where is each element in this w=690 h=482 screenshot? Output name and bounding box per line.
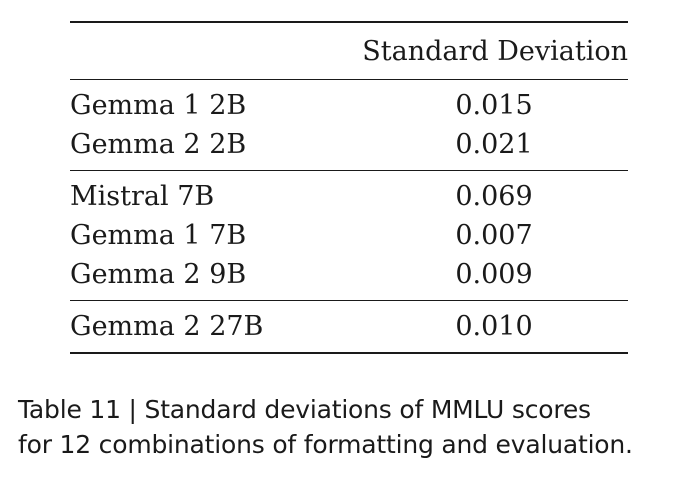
model-name-cell: Mistral 7B <box>70 181 215 212</box>
bottom-rule <box>70 352 628 354</box>
model-name-cell: Gemma 2 9B <box>70 259 247 290</box>
model-name-cell: Gemma 2 2B <box>70 129 247 160</box>
caption-line-1: Table 11 | Standard deviations of MMLU s… <box>18 395 591 424</box>
std-dev-value-cell: 0.007 <box>455 220 533 251</box>
table-row: Gemma 2 27B 0.010 <box>70 307 628 346</box>
top-rule <box>70 21 628 23</box>
table-header-row: Standard Deviation <box>70 23 628 79</box>
model-name-cell: Gemma 2 27B <box>70 311 264 342</box>
model-name-cell: Gemma 1 2B <box>70 90 247 121</box>
caption-line-2: for 12 combinations of formatting and ev… <box>18 430 633 459</box>
table-row: Gemma 2 9B 0.009 <box>70 255 628 294</box>
model-name-cell: Gemma 1 7B <box>70 220 247 251</box>
table-caption: Table 11 | Standard deviations of MMLU s… <box>18 392 683 462</box>
table-row: Gemma 1 7B 0.007 <box>70 216 628 255</box>
table-group-27b: Gemma 2 27B 0.010 <box>70 301 628 352</box>
header-rule <box>70 79 628 80</box>
std-dev-value-cell: 0.021 <box>455 129 533 160</box>
group-divider-rule <box>70 300 628 301</box>
table-group-7b-9b: Mistral 7B 0.069 Gemma 1 7B 0.007 Gemma … <box>70 171 628 300</box>
table-group-2b: Gemma 1 2B 0.015 Gemma 2 2B 0.021 <box>70 80 628 170</box>
header-std-dev-cell: Standard Deviation <box>362 35 628 67</box>
group-divider-rule <box>70 170 628 171</box>
table-row: Gemma 1 2B 0.015 <box>70 86 628 125</box>
std-dev-value-cell: 0.010 <box>455 311 533 342</box>
std-dev-value-cell: 0.069 <box>455 181 533 212</box>
table-row: Gemma 2 2B 0.021 <box>70 125 628 164</box>
results-table: Standard Deviation Gemma 1 2B 0.015 Gemm… <box>70 21 628 354</box>
std-dev-value-cell: 0.015 <box>455 90 533 121</box>
std-dev-value-cell: 0.009 <box>455 259 533 290</box>
table-row: Mistral 7B 0.069 <box>70 177 628 216</box>
